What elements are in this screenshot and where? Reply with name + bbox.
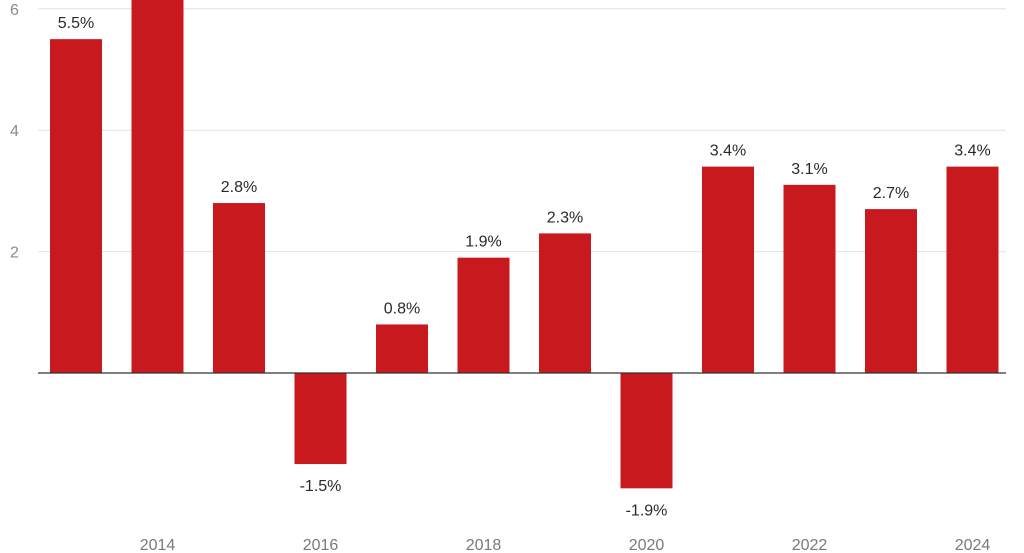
x-tick-label: 2020	[629, 537, 665, 553]
bars	[50, 0, 999, 489]
bar-2014	[131, 0, 184, 373]
y-tick-label: 4	[10, 123, 19, 140]
x-tick-label: 2018	[466, 537, 502, 553]
x-tick-label: 2024	[955, 537, 991, 553]
bar-2016	[294, 373, 347, 465]
x-tick-label: 2014	[140, 537, 176, 553]
bar-2021	[702, 166, 754, 373]
data-label-2013: 5.5%	[58, 15, 94, 32]
bar-2022	[783, 184, 836, 373]
x-tick-label: 2022	[792, 537, 828, 553]
bar-2013	[50, 39, 102, 374]
data-label-2018: 1.9%	[465, 234, 501, 251]
gridlines	[38, 8, 1006, 253]
bar-2020	[620, 373, 673, 489]
y-axis-ticks: 2 4 6	[10, 2, 19, 262]
data-labels: 5.5% 2.8% -1.5% 0.8% 1.9% 2.3% -1.9% 3.4% 3.1% 2.…	[58, 15, 991, 519]
y-tick-label: 2	[10, 245, 19, 262]
bar-2023	[865, 209, 917, 373]
bar-2018	[457, 257, 510, 373]
data-label-2017: 0.8%	[384, 300, 420, 317]
data-label-2022: 3.1%	[791, 161, 827, 178]
data-label-2024: 3.4%	[954, 143, 990, 160]
x-axis-ticks: 2014 2016 2018 2020 2022 2024	[140, 537, 991, 553]
bar-2019	[539, 233, 591, 373]
data-label-2023: 2.7%	[873, 185, 909, 202]
data-label-2015: 2.8%	[221, 179, 257, 196]
data-label-2019: 2.3%	[547, 209, 583, 226]
data-label-2020: -1.9%	[626, 502, 668, 519]
data-label-2021: 3.4%	[710, 143, 746, 160]
bar-2017	[376, 324, 428, 373]
y-tick-label: 6	[10, 2, 19, 19]
bar-2015	[213, 203, 265, 373]
data-label-2016: -1.5%	[300, 478, 342, 495]
x-tick-label: 2016	[303, 537, 339, 553]
bar-2024	[946, 166, 999, 373]
